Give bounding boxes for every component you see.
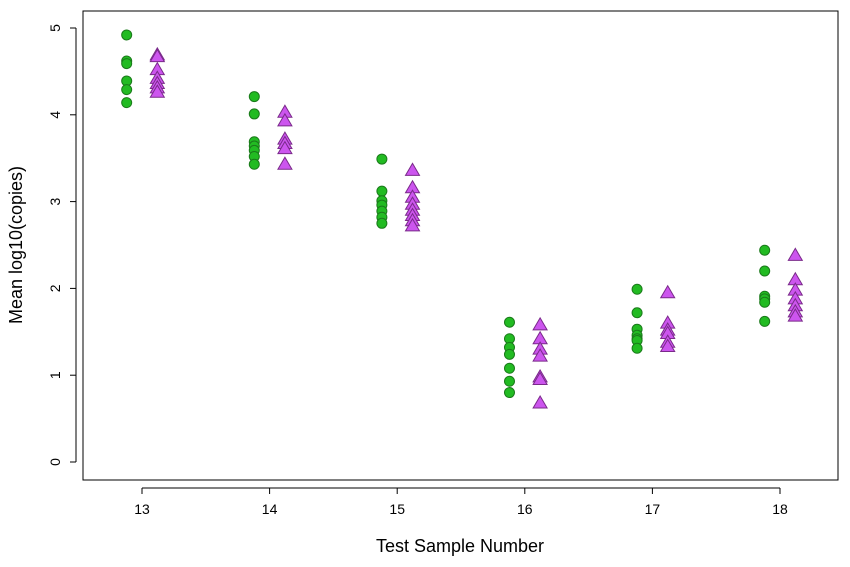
- data-point-circle: [121, 97, 133, 109]
- data-point-circle: [759, 265, 771, 277]
- data-point-circle: [503, 362, 515, 374]
- data-point-circle: [631, 283, 643, 295]
- data-point-circle: [503, 316, 515, 328]
- data-point-triangle: [787, 308, 804, 322]
- data-point-circle: [248, 91, 260, 103]
- plot-frame: [82, 10, 839, 481]
- data-point-circle: [503, 387, 515, 399]
- x-tick-label: 16: [517, 501, 533, 517]
- data-point-triangle: [532, 316, 548, 331]
- y-tick-label: 1: [47, 371, 63, 379]
- data-point-circle: [759, 296, 771, 308]
- data-point-circle: [248, 108, 260, 120]
- data-point-triangle: [277, 112, 293, 127]
- y-tick-label: 3: [47, 197, 63, 205]
- y-tick-label: 4: [47, 111, 63, 119]
- data-point-triangle: [659, 284, 676, 299]
- x-tick-label: 18: [772, 501, 788, 517]
- x-axis-title: Test Sample Number: [376, 536, 544, 556]
- x-tick-label: 14: [262, 501, 278, 517]
- x-tick-label: 17: [645, 501, 661, 517]
- data-point-triangle: [659, 338, 676, 353]
- x-tick-label: 15: [389, 501, 405, 517]
- data-point-triangle: [532, 348, 548, 362]
- data-point-triangle: [532, 371, 548, 386]
- data-point-triangle: [277, 156, 293, 170]
- data-point-circle: [248, 158, 260, 170]
- y-tick-label: 5: [47, 24, 63, 32]
- data-point-circle: [503, 348, 515, 360]
- data-point-triangle: [404, 217, 421, 232]
- data-point-triangle: [277, 140, 293, 155]
- data-point-circle: [759, 244, 771, 256]
- data-point-triangle: [149, 48, 166, 63]
- data-point-circle: [631, 342, 643, 354]
- x-axis: 13 14 15 16 17 18: [134, 487, 788, 517]
- y-axis: 0 1 2 3 4 5: [47, 24, 77, 466]
- data-point-triangle: [404, 162, 421, 176]
- data-point-circle: [121, 29, 133, 41]
- y-axis-title: Mean log10(copies): [6, 166, 26, 324]
- data-point-triangle: [787, 247, 804, 261]
- data-point-circle: [759, 315, 771, 327]
- data-point-circle: [121, 58, 133, 70]
- data-points: [121, 29, 804, 409]
- y-tick-label: 2: [47, 284, 63, 292]
- data-point-circle: [121, 84, 133, 96]
- data-point-circle: [376, 217, 388, 229]
- data-point-triangle: [149, 84, 166, 98]
- data-point-triangle: [532, 394, 548, 409]
- data-point-circle: [631, 307, 643, 319]
- x-tick-label: 13: [134, 501, 150, 517]
- data-point-circle: [376, 185, 388, 197]
- y-tick-label: 0: [47, 458, 63, 466]
- data-point-circle: [503, 375, 515, 387]
- data-point-circle: [376, 153, 388, 165]
